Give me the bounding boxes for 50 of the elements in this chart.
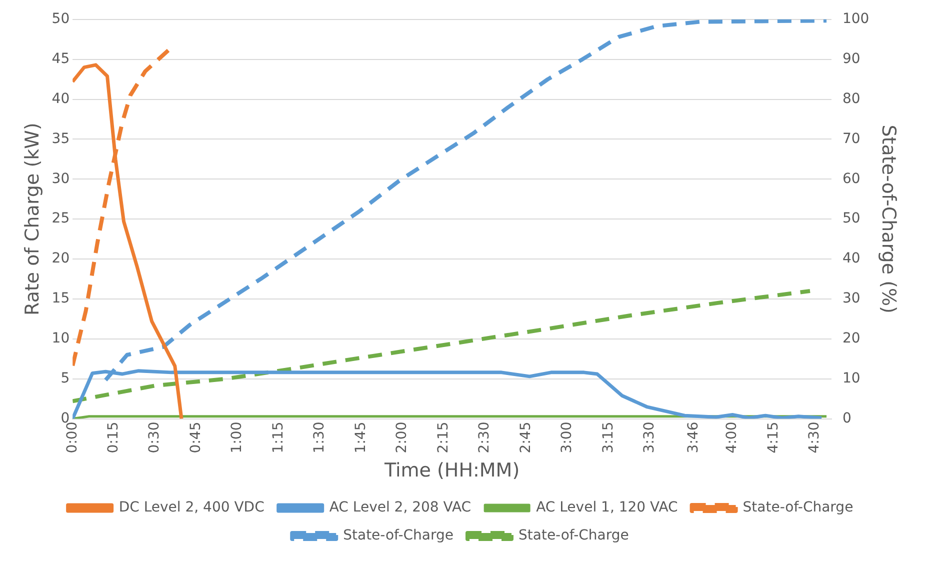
y-tick-label: 35 <box>52 130 70 147</box>
y-tick-label: 45 <box>52 50 70 67</box>
y2-tick-label: 0 <box>842 410 852 426</box>
y-tick-label: 10 <box>52 330 70 347</box>
x-tick-label: 2:45 <box>518 422 534 454</box>
x-tick-label: 3:46 <box>686 422 702 454</box>
x-tick-label: 4:00 <box>724 422 740 454</box>
x-tick-label: 1:45 <box>352 422 369 454</box>
y2-tick-label: 90 <box>842 50 860 67</box>
x-axis-title: Time (HH:MM) <box>383 460 520 482</box>
x-tick-label: 1:15 <box>270 422 286 454</box>
y-tick-label: 40 <box>52 90 70 107</box>
legend-label: State-of-Charge <box>742 500 854 516</box>
x-tick-label: 3:00 <box>559 422 576 454</box>
y2-tick-label: 50 <box>842 210 860 227</box>
y2-tick-label: 100 <box>842 11 870 28</box>
x-tick-label: 0:45 <box>188 422 204 454</box>
x-tick-label: 1:00 <box>229 422 246 454</box>
x-tick-label: 0:15 <box>106 422 122 454</box>
y-tick-label: 15 <box>52 290 70 307</box>
x-tick-label: 0:00 <box>64 422 80 454</box>
x-tick-label: 2:00 <box>394 422 410 454</box>
legend-label: State-of-Charge <box>518 528 629 544</box>
y2-tick-label: 40 <box>842 250 860 267</box>
y2-tick-label: 20 <box>842 330 860 347</box>
legend-label: AC Level 1, 120 VAC <box>536 500 678 516</box>
x-tick-label: 1:30 <box>312 422 328 454</box>
x-tick-label: 2:15 <box>435 422 452 454</box>
y2-axis-title: State-of-Charge (%) <box>878 124 900 314</box>
y2-tick-label: 30 <box>842 290 860 307</box>
y-tick-label: 25 <box>52 210 70 227</box>
y-tick-label: 30 <box>52 170 70 187</box>
x-tick-label: 3:15 <box>600 422 616 454</box>
x-tick-label: 0:30 <box>146 422 163 454</box>
y2-tick-label: 70 <box>842 130 860 147</box>
x-tick-label: 2:30 <box>476 422 493 454</box>
x-tick-label: 4:15 <box>765 422 782 454</box>
line-series <box>72 288 812 404</box>
y-tick-label: 50 <box>52 11 70 28</box>
legend-label: State-of-Charge <box>343 528 454 544</box>
legend-label: AC Level 2, 208 VAC <box>329 500 472 516</box>
x-tick-label: 4:30 <box>806 422 823 454</box>
y2-tick-label: 80 <box>842 90 860 107</box>
y2-tick-label: 60 <box>842 170 860 187</box>
x-tick-label: 3:30 <box>642 422 658 454</box>
y-tick-label: 20 <box>52 250 70 267</box>
y2-tick-label: 10 <box>842 370 860 386</box>
y-tick-label: 5 <box>60 370 70 386</box>
legend-label: DC Level 2, 400 VDC <box>118 500 265 516</box>
y-axis-title: Rate of Charge (kW) <box>21 122 44 316</box>
